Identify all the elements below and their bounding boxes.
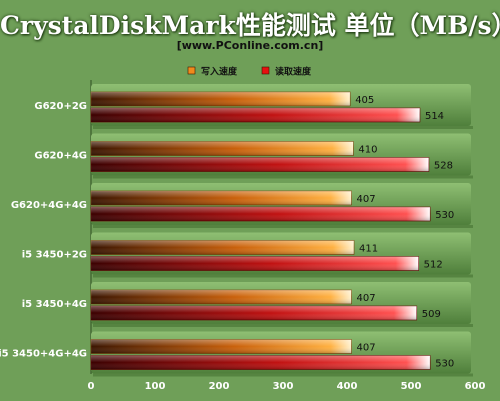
read-value-label: 514 — [425, 111, 444, 122]
read-value-label: 509 — [422, 309, 441, 320]
category-panel-shadow — [93, 324, 473, 327]
write-value-label: 407 — [356, 293, 375, 304]
legend-swatch-write — [187, 66, 196, 75]
x-tick-label: 200 — [209, 381, 230, 392]
write-bar-shade — [91, 240, 355, 255]
category-panel-shadow — [93, 373, 473, 377]
write-value-label: 407 — [356, 194, 375, 205]
category-label: i5 3450+4G — [22, 299, 87, 310]
read-bar-shade — [91, 207, 431, 221]
chart-title: CrystalDiskMark性能测试 单位（MB/s） — [0, 11, 500, 40]
category-label: G620+2G — [34, 101, 87, 112]
category-label: G620+4G+4G — [11, 200, 87, 211]
x-tick-label: 100 — [145, 381, 166, 392]
legend-label-write: 写入速度 — [201, 66, 238, 78]
category-label: i5 3450+4G+4G — [0, 349, 87, 360]
read-value-label: 530 — [435, 359, 454, 370]
read-bar-shade — [91, 306, 417, 320]
write-bar-shade — [91, 191, 352, 205]
chart-subtitle: [www.PConline.com.cn] — [176, 39, 324, 52]
category-label: G620+4G — [34, 151, 87, 162]
read-value-label: 512 — [424, 260, 443, 271]
legend-swatch-read — [261, 66, 270, 75]
legend: 写入速度 读取速度 — [187, 66, 312, 78]
read-value-label: 530 — [435, 210, 454, 221]
write-value-label: 410 — [358, 145, 377, 156]
x-tick-label: 500 — [401, 381, 422, 392]
read-bar-shade — [91, 157, 429, 172]
x-tick-label: 0 — [88, 381, 95, 392]
legend-label-read: 读取速度 — [275, 66, 312, 78]
write-bar-shade — [91, 92, 351, 106]
read-value-label: 528 — [434, 161, 453, 172]
category-panel-shadow — [93, 126, 473, 129]
read-bar-shade — [91, 256, 419, 271]
read-bar-shade — [91, 108, 420, 122]
x-tick-label: 600 — [465, 381, 486, 392]
category-label: i5 3450+2G — [22, 250, 87, 261]
write-value-label: 405 — [355, 95, 374, 106]
category-panel-shadow — [93, 225, 473, 228]
x-tick-label: 400 — [337, 381, 358, 392]
write-bar-shade — [91, 290, 352, 304]
x-tick-label: 300 — [273, 381, 294, 392]
write-value-label: 411 — [359, 244, 378, 255]
category-panel-shadow — [93, 274, 473, 278]
category-panel-shadow — [93, 175, 473, 179]
write-bar-shade — [91, 339, 352, 354]
write-bar-shade — [91, 141, 354, 156]
read-bar-shade — [91, 355, 431, 370]
write-value-label: 407 — [356, 343, 375, 354]
